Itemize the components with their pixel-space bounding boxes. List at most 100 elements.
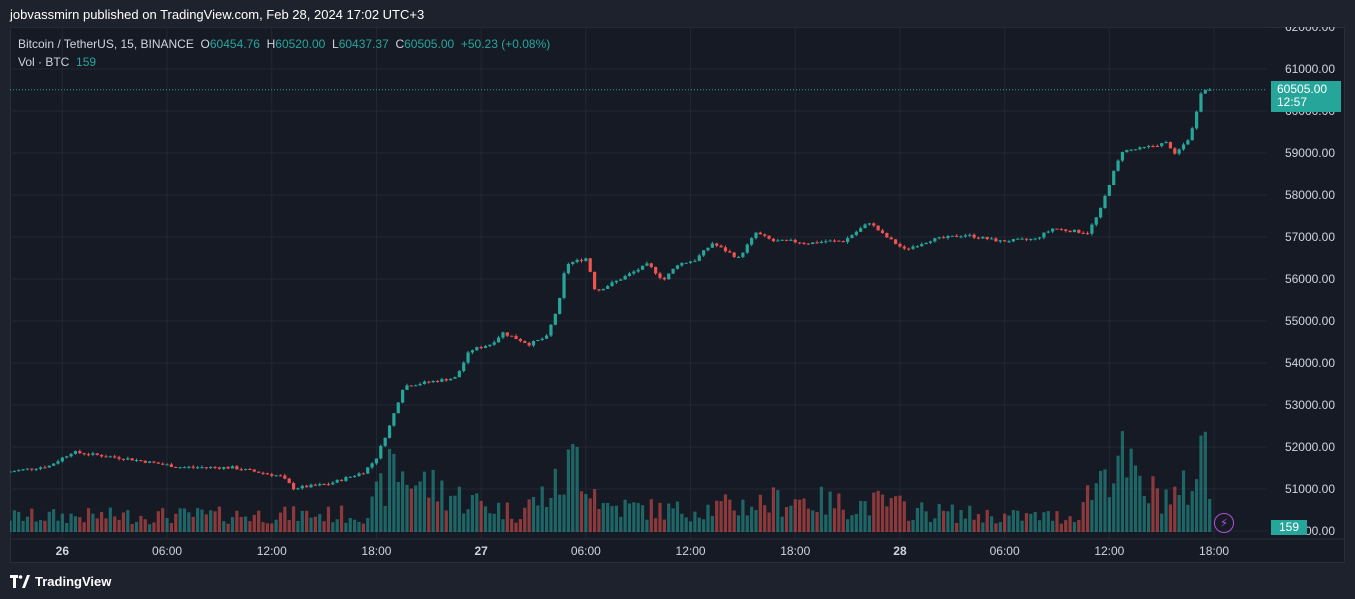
volume-bar bbox=[43, 520, 47, 532]
candle-body bbox=[309, 484, 313, 488]
x-tick-label: 12:00 bbox=[257, 544, 287, 558]
lightning-icon[interactable]: ⚡ bbox=[1214, 513, 1234, 533]
candle-body bbox=[1068, 230, 1072, 233]
volume-bar bbox=[627, 503, 632, 532]
volume-bar bbox=[540, 486, 544, 532]
candle-body bbox=[527, 342, 531, 346]
candle-body bbox=[17, 470, 21, 472]
volume-bar bbox=[265, 523, 269, 532]
volume-bar bbox=[1029, 513, 1033, 532]
volume-bar bbox=[457, 486, 461, 532]
volume-bar bbox=[959, 509, 963, 532]
candle-body bbox=[1133, 149, 1138, 151]
volume-bar bbox=[1199, 435, 1203, 532]
candle-body bbox=[846, 238, 850, 243]
candle-body bbox=[911, 246, 915, 249]
volume-bar bbox=[867, 515, 872, 532]
candle-body bbox=[1029, 238, 1033, 240]
volume-bar bbox=[1195, 479, 1199, 532]
volume-bar bbox=[38, 519, 43, 532]
footer-brand[interactable]: TradingView bbox=[10, 574, 111, 589]
volume-bar bbox=[466, 509, 470, 532]
volume-bar bbox=[614, 505, 618, 532]
volume-bar bbox=[741, 499, 745, 532]
candle-body bbox=[126, 458, 130, 460]
candle-body bbox=[872, 223, 876, 226]
candle-body bbox=[322, 484, 326, 486]
candle-body bbox=[235, 466, 239, 470]
volume-bar bbox=[73, 516, 78, 532]
candle-body bbox=[387, 425, 392, 438]
volume-bar bbox=[920, 502, 924, 532]
candle-body bbox=[505, 332, 509, 336]
candle-body bbox=[767, 235, 771, 239]
time-axis[interactable]: 26 06:00 12:00 18:00 27 06:00 12:00 18:00 28 06:0… bbox=[56, 544, 1230, 558]
x-tick-label: 18:00 bbox=[780, 544, 810, 558]
volume-bar bbox=[78, 517, 82, 532]
volume-bar bbox=[667, 503, 671, 532]
candle-body bbox=[811, 242, 815, 245]
volume-bar bbox=[549, 497, 553, 532]
candle-body bbox=[204, 467, 208, 469]
y-tick-label: 57000.00 bbox=[1285, 230, 1335, 244]
candle-body bbox=[405, 385, 409, 390]
candle-body bbox=[885, 233, 889, 238]
volume-bar bbox=[562, 494, 566, 532]
candle-body bbox=[1120, 151, 1125, 161]
candle-body bbox=[182, 467, 187, 469]
volume-bar bbox=[985, 509, 989, 532]
candle-body bbox=[270, 474, 274, 476]
volume-bar bbox=[802, 498, 806, 532]
volume-bar bbox=[981, 522, 985, 532]
volume-bar bbox=[688, 521, 693, 532]
candle-body bbox=[427, 381, 431, 383]
candle-body bbox=[1112, 170, 1116, 185]
candle-body bbox=[396, 402, 400, 414]
volume-bar bbox=[1164, 489, 1168, 532]
volume-value: 159 bbox=[76, 55, 97, 69]
candle-body bbox=[10, 471, 12, 473]
volume-bar bbox=[274, 519, 278, 532]
brand-name: TradingView bbox=[35, 574, 112, 589]
volume-bar bbox=[25, 516, 30, 532]
candle-body bbox=[636, 269, 640, 272]
volume-bar bbox=[497, 502, 501, 532]
volume-bar bbox=[715, 500, 719, 532]
candle-body bbox=[331, 482, 335, 485]
grid bbox=[10, 27, 1345, 540]
close-label: C bbox=[395, 37, 405, 51]
volume-bar bbox=[243, 516, 248, 532]
volume-bar bbox=[606, 502, 610, 532]
candle-body bbox=[697, 255, 701, 261]
candle-body bbox=[252, 469, 256, 472]
symbol-title[interactable]: Bitcoin / TetherUS, 15, BINANCE bbox=[18, 37, 194, 51]
candle-body bbox=[339, 479, 344, 481]
volume-bar bbox=[632, 502, 636, 532]
candle-body bbox=[318, 484, 322, 486]
volume-bar bbox=[30, 508, 34, 532]
volume-label[interactable]: Vol · BTC bbox=[18, 55, 70, 69]
volume-bar bbox=[1064, 520, 1068, 532]
y-tick-label: 51000.00 bbox=[1285, 482, 1335, 496]
volume-bar bbox=[601, 502, 605, 532]
candle-body bbox=[479, 347, 483, 349]
volume-bar bbox=[1037, 520, 1042, 532]
volume-bar bbox=[1133, 465, 1138, 532]
volume-bar bbox=[435, 501, 440, 532]
candle-body bbox=[592, 271, 597, 290]
candlestick-chart[interactable]: 62000.0061000.0060000.0059000.0058000.00… bbox=[10, 27, 1345, 563]
candle-body bbox=[763, 234, 767, 236]
volume-bar bbox=[811, 510, 815, 532]
candle-body bbox=[313, 484, 317, 486]
candle-body bbox=[1042, 232, 1046, 238]
candle-body bbox=[941, 237, 946, 239]
volume-bar bbox=[52, 509, 56, 532]
volume-bar bbox=[379, 473, 383, 532]
volume-bar bbox=[235, 510, 239, 532]
volume-bar bbox=[1186, 504, 1190, 532]
candle-body bbox=[536, 339, 540, 341]
candle-body bbox=[1024, 238, 1029, 240]
volume-bar bbox=[680, 513, 684, 532]
candle-body bbox=[326, 484, 331, 486]
candle-body bbox=[623, 276, 627, 280]
